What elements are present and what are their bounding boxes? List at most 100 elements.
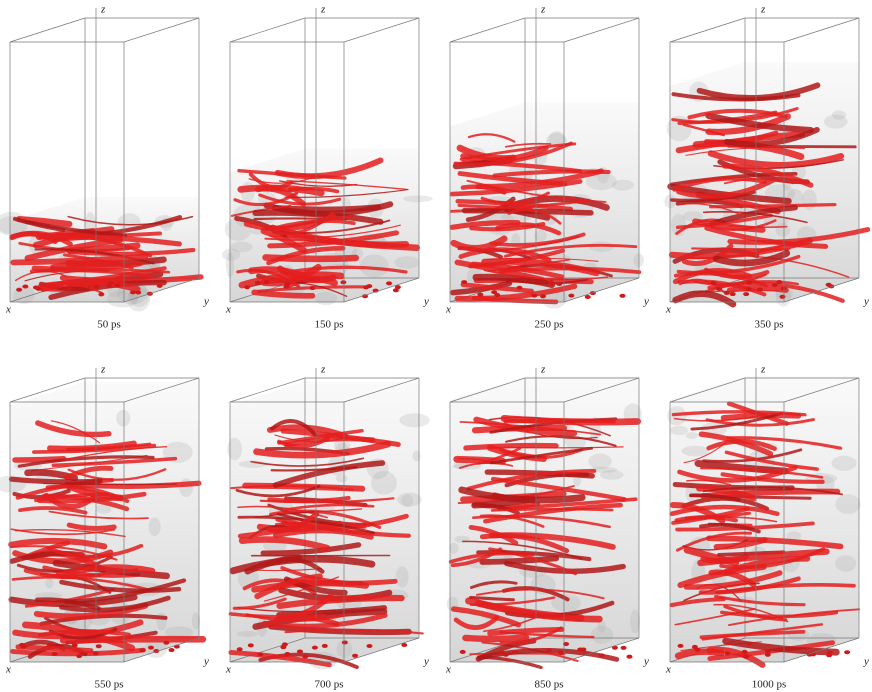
axis-label: x	[5, 304, 11, 316]
fiber-end	[163, 641, 169, 645]
gray-cluster	[45, 578, 53, 589]
box-edge	[564, 18, 639, 42]
gray-cluster	[156, 612, 166, 630]
fiber-end	[746, 287, 752, 291]
axis-label: z	[760, 364, 766, 376]
gray-cluster	[399, 413, 429, 427]
gray-cluster	[686, 432, 699, 439]
fiber-end	[312, 646, 318, 650]
fiber-end	[558, 650, 564, 654]
fiber-end	[157, 284, 163, 288]
gray-cluster	[336, 475, 348, 483]
fiber-end	[322, 644, 328, 648]
fiber-end	[827, 650, 833, 654]
fiber-end	[516, 286, 522, 290]
gray-cluster	[397, 493, 422, 507]
gray-cluster	[403, 195, 433, 202]
fiber-end	[692, 645, 698, 649]
axis-label: y	[423, 296, 429, 308]
fiber-end	[363, 285, 369, 289]
gray-cluster	[831, 456, 856, 471]
gray-cluster	[236, 631, 258, 637]
fiber-end	[556, 282, 562, 286]
box-edge	[450, 18, 525, 42]
fiber-end	[72, 643, 78, 647]
fiber-end	[96, 644, 102, 648]
fiber-end	[743, 654, 749, 658]
figure: zxy50 pszxy150 pszxy250 pszxy350 pszxy55…	[0, 0, 872, 692]
fiber-end	[264, 280, 270, 284]
fiber-end	[746, 642, 752, 646]
axis-label: x	[5, 664, 11, 676]
box-edge	[670, 18, 745, 42]
fiber-end	[130, 290, 136, 294]
fiber-end	[599, 653, 605, 657]
box-edge	[784, 18, 859, 42]
fiber-end	[743, 292, 749, 296]
axis-label: x	[665, 664, 671, 676]
panel-label: 1000 ps	[752, 679, 787, 691]
fiber-end	[779, 295, 785, 299]
gray-cluster	[612, 180, 634, 191]
fiber-end	[114, 283, 120, 287]
fiber-end	[366, 644, 372, 648]
fiber-end	[16, 288, 22, 292]
fiber	[266, 257, 356, 258]
axis-label: z	[320, 364, 326, 376]
gray-cluster	[371, 471, 397, 495]
panel-label: 700 ps	[314, 679, 343, 691]
fiber-end	[568, 294, 574, 298]
fiber-end	[776, 280, 782, 284]
fiber-end	[386, 281, 392, 285]
fiber-end	[237, 647, 243, 651]
fiber-end	[280, 645, 286, 649]
gray-cluster	[670, 426, 688, 435]
fiber-end	[512, 650, 518, 654]
fiber-end	[352, 654, 358, 658]
fiber-end	[47, 643, 53, 647]
axis-label: y	[863, 296, 869, 308]
fiber-end	[765, 649, 771, 653]
fiber-end	[248, 643, 254, 647]
axis-label: y	[643, 296, 649, 308]
fiber-end	[757, 288, 763, 292]
fiber-end	[93, 651, 99, 655]
panel-label: 550 ps	[94, 679, 123, 691]
fiber-end	[19, 643, 25, 647]
gray-cluster	[681, 446, 709, 457]
gray-cluster	[149, 518, 161, 536]
gray-cluster	[116, 410, 130, 427]
fiber-end	[619, 294, 625, 298]
fiber-end	[546, 648, 552, 652]
fiber-end	[730, 292, 736, 296]
fiber-end	[742, 650, 748, 654]
fiber-end	[297, 650, 303, 654]
fiber	[465, 211, 591, 213]
axis-label: z	[540, 4, 546, 16]
fiber-end	[540, 294, 546, 298]
gray-cluster	[360, 254, 389, 277]
axis-label: y	[643, 656, 649, 668]
fiber-end	[716, 287, 722, 291]
fiber-end	[244, 285, 250, 289]
axis-label: z	[540, 364, 546, 376]
panel-label: 50 ps	[97, 319, 121, 331]
gray-cluster	[449, 543, 459, 554]
fiber-end	[284, 652, 290, 656]
gray-cluster	[395, 256, 420, 268]
gray-cluster	[396, 566, 409, 588]
fiber-end	[626, 655, 632, 659]
fiber-end	[257, 652, 263, 656]
fiber-end	[577, 648, 583, 652]
fiber-end	[22, 284, 28, 288]
fiber-end	[725, 651, 731, 655]
fiber-end	[678, 644, 684, 648]
gray-cluster	[227, 438, 242, 461]
axis-label: z	[100, 4, 106, 16]
axis-label: x	[445, 664, 451, 676]
fiber	[465, 637, 526, 638]
gray-cluster	[835, 494, 860, 514]
fiber-end	[585, 295, 591, 299]
